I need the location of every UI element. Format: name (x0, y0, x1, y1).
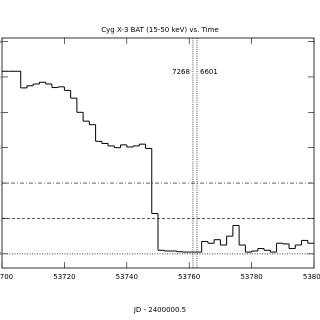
y-tick-label: 0 (0, 250, 1, 258)
x-tick-label: 53720 (53, 273, 75, 281)
x-tick-label: 53760 (178, 273, 200, 281)
x-tick-label: 53740 (116, 273, 138, 281)
y-tick-label: 0.02 (0, 179, 1, 187)
y-tick-label: 0.01 (0, 214, 1, 222)
plot-frame (1, 37, 315, 269)
x-tick-label: 53700 (0, 273, 13, 281)
annotation: 7268 (172, 68, 190, 76)
x-tick-label: 53780 (240, 273, 262, 281)
y-tick-label: 0.03 (0, 144, 1, 152)
y-tick-label: 0.06 (0, 38, 2, 46)
y-tick-label: 0.04 (0, 108, 2, 116)
chart-title: Cyg X-3 BAT (15-50 keV) vs. Time (101, 26, 218, 34)
y-tick-label: 0.05 (0, 73, 1, 81)
x-axis-label: JD - 2400000.5 (133, 306, 186, 314)
annotation: 6601 (200, 68, 218, 76)
x-tick-label: 53800 (303, 273, 320, 281)
